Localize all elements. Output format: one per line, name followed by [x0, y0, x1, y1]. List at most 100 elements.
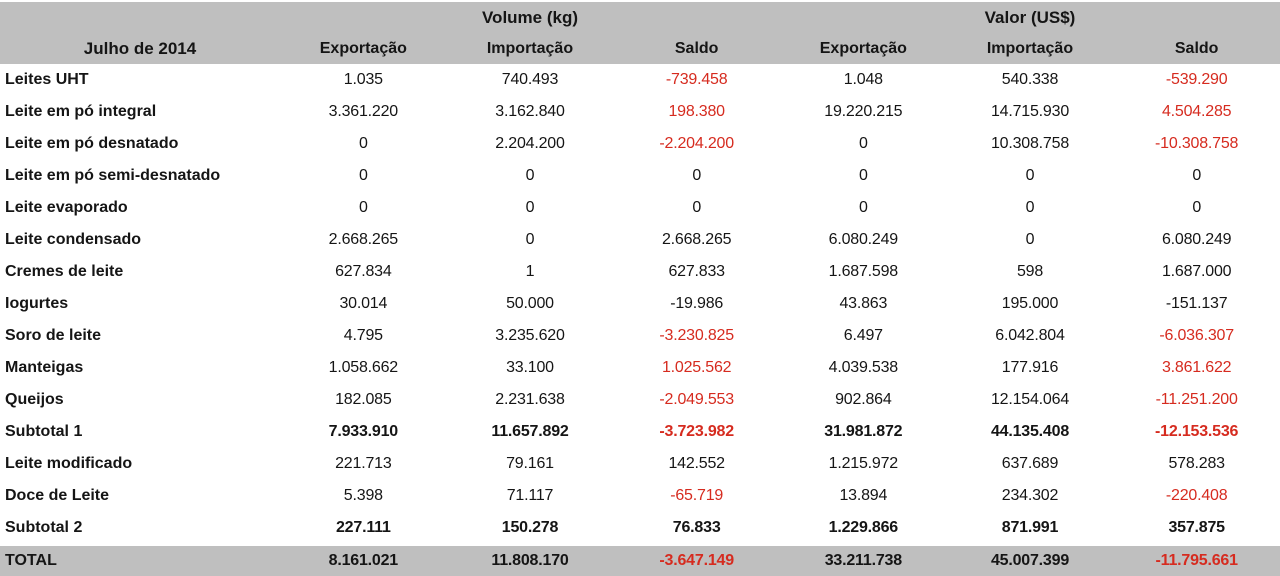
- table-header: Volume (kg) Valor (US$) Julho de 2014 Ex…: [0, 0, 1280, 64]
- table-row: Leite em pó semi-desnatado 0 0 0 0 0 0: [0, 160, 1280, 192]
- row-label: Leite em pó semi-desnatado: [5, 167, 221, 184]
- cell-value: 1.048: [843, 71, 883, 88]
- cell-value: 221.713: [335, 455, 392, 472]
- cell-value: 1.025.562: [661, 359, 732, 376]
- row-label: Leite modificado: [5, 455, 133, 472]
- row-label: Leite condensado: [5, 231, 142, 248]
- cell-value: 6.080.249: [1161, 231, 1232, 248]
- cell-value: -3.230.825: [659, 327, 734, 344]
- cell-value: -3.647.149: [659, 552, 734, 569]
- cell-value: 0: [1192, 167, 1202, 184]
- cell-value: 227.111: [335, 519, 391, 536]
- cell-value: 44.135.408: [990, 423, 1070, 440]
- cell-value: 4.504.285: [1161, 103, 1232, 120]
- cell-value: 1.035: [343, 71, 383, 88]
- cell-value: -220.408: [1165, 487, 1228, 504]
- cell-value: -12.153.536: [1155, 423, 1239, 440]
- cell-value: 71.117: [506, 487, 554, 504]
- cell-value: 1.229.866: [828, 519, 899, 536]
- cell-value: -6.036.307: [1159, 327, 1234, 344]
- table-row: Leites UHT 1.035 740.493 -739.458 1.048 …: [0, 64, 1280, 96]
- cell-value: 2.204.200: [495, 135, 565, 152]
- cell-value: 8.161.021: [328, 552, 399, 569]
- column-header-valor-exportacao: Exportação: [819, 39, 907, 57]
- cell-value: -2.049.553: [659, 391, 734, 408]
- cell-value: 6.080.249: [828, 231, 899, 248]
- cell-value: 3.361.220: [328, 103, 399, 120]
- cell-value: 182.085: [335, 391, 392, 408]
- row-label: Leite evaporado: [5, 199, 128, 216]
- cell-value: 871.991: [1001, 519, 1059, 536]
- cell-value: 6.497: [843, 327, 883, 344]
- cell-value: 0: [858, 135, 868, 152]
- row-label: Leites UHT: [5, 71, 89, 88]
- table-row: Subtotal 2 227.111 150.278 76.833 1.229.…: [0, 512, 1280, 544]
- cell-value: 0: [358, 135, 368, 152]
- cell-value: 627.833: [668, 263, 725, 280]
- row-label: Subtotal 1: [5, 423, 83, 440]
- cell-value: 234.302: [1001, 487, 1059, 504]
- cell-value: 2.668.265: [661, 231, 732, 248]
- row-label: Leite em pó desnatado: [5, 135, 179, 152]
- cell-value: 13.894: [839, 487, 888, 504]
- table-row: Manteigas 1.058.662 33.100 1.025.562 4.0…: [0, 352, 1280, 384]
- cell-value: 0: [692, 199, 702, 216]
- cell-value: 627.834: [335, 263, 392, 280]
- cell-value: -739.458: [665, 71, 728, 88]
- row-label: Soro de leite: [5, 327, 102, 344]
- cell-value: 31.981.872: [824, 423, 903, 440]
- cell-value: 1: [525, 263, 535, 280]
- cell-value: 79.161: [506, 455, 554, 472]
- row-label: Iogurtes: [5, 295, 69, 312]
- cell-value: 578.283: [1168, 455, 1225, 472]
- cell-value: 6.042.804: [995, 327, 1065, 344]
- column-header-valor-importacao: Importação: [986, 39, 1074, 57]
- cell-value: 12.154.064: [990, 391, 1070, 408]
- cell-value: 902.864: [835, 391, 892, 408]
- row-label: Cremes de leite: [5, 263, 124, 280]
- cell-value: 637.689: [1001, 455, 1059, 472]
- cell-value: 19.220.215: [824, 103, 903, 120]
- table-row: Iogurtes 30.014 50.000 -19.986 43.863 19…: [0, 288, 1280, 320]
- cell-value: 0: [858, 167, 868, 184]
- table-row: Doce de Leite 5.398 71.117 -65.719 13.89…: [0, 480, 1280, 512]
- cell-value: -151.137: [1165, 295, 1228, 312]
- table-row: Leite em pó integral 3.361.220 3.162.840…: [0, 96, 1280, 128]
- cell-value: 11.808.170: [491, 552, 569, 569]
- cell-value: 540.338: [1001, 71, 1059, 88]
- cell-value: -65.719: [670, 487, 724, 504]
- header-corner-cell: [0, 2, 280, 33]
- cell-value: 198.380: [668, 103, 725, 120]
- month-label: Julho de 2014: [83, 38, 197, 58]
- cell-value: 0: [525, 199, 535, 216]
- cell-value: 0: [525, 231, 535, 248]
- cell-value: -3.723.982: [659, 423, 734, 440]
- cell-value: -539.290: [1165, 71, 1228, 88]
- table-row: Leite evaporado 0 0 0 0 0 0: [0, 192, 1280, 224]
- cell-value: 0: [358, 199, 368, 216]
- cell-value: 142.552: [668, 455, 725, 472]
- table-row: Leite condensado 2.668.265 0 2.668.265 6…: [0, 224, 1280, 256]
- cell-value: 195.000: [1001, 295, 1059, 312]
- cell-value: 5.398: [343, 487, 383, 504]
- cell-value: 45.007.399: [990, 552, 1070, 569]
- cell-value: 11.657.892: [491, 423, 569, 440]
- column-header-volume-importacao: Importação: [486, 39, 574, 57]
- cell-value: 50.000: [506, 295, 554, 312]
- cell-value: -19.986: [670, 295, 724, 312]
- cell-value: 3.861.622: [1161, 359, 1232, 376]
- cell-value: 4.795: [343, 327, 383, 344]
- cell-value: 177.916: [1001, 359, 1059, 376]
- cell-value: 0: [1025, 231, 1035, 248]
- cell-value: -2.204.200: [659, 135, 734, 152]
- cell-value: 2.231.638: [495, 391, 565, 408]
- cell-value: 43.863: [839, 295, 888, 312]
- cell-value: 3.162.840: [495, 103, 565, 120]
- cell-value: 0: [858, 199, 868, 216]
- column-header-volume-saldo: Saldo: [674, 39, 719, 57]
- cell-value: 2.668.265: [328, 231, 399, 248]
- table-row: Subtotal 1 7.933.910 11.657.892 -3.723.9…: [0, 416, 1280, 448]
- table-row: TOTAL 8.161.021 11.808.170 -3.647.149 33…: [0, 544, 1280, 576]
- row-label: Manteigas: [5, 359, 84, 376]
